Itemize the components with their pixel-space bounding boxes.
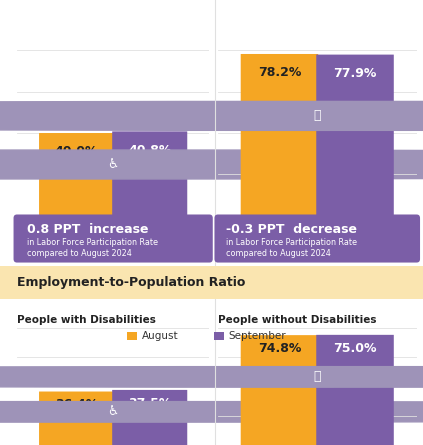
Text: Employment-to-Population Ratio: Employment-to-Population Ratio — [17, 276, 245, 289]
Text: 77.9%: 77.9% — [333, 67, 377, 80]
FancyBboxPatch shape — [0, 266, 423, 299]
Text: 75.0%: 75.0% — [333, 342, 377, 355]
Text: ⛹: ⛹ — [313, 109, 321, 122]
Text: 40.8%: 40.8% — [128, 144, 171, 157]
Text: ♿: ♿ — [107, 158, 119, 171]
FancyBboxPatch shape — [316, 335, 394, 445]
Circle shape — [0, 401, 423, 422]
Text: 74.8%: 74.8% — [258, 342, 301, 355]
FancyBboxPatch shape — [112, 131, 187, 216]
Text: People with Disabilities: People with Disabilities — [17, 315, 156, 324]
FancyBboxPatch shape — [39, 133, 114, 216]
Text: ♿: ♿ — [107, 405, 119, 418]
Text: 78.2%: 78.2% — [258, 66, 301, 79]
Text: August: August — [142, 331, 179, 341]
FancyBboxPatch shape — [241, 335, 318, 445]
Text: compared to August 2024: compared to August 2024 — [27, 249, 132, 258]
Text: September: September — [228, 331, 286, 341]
Text: 36.4%: 36.4% — [55, 398, 98, 411]
FancyBboxPatch shape — [112, 390, 187, 445]
Text: 40.0%: 40.0% — [55, 145, 98, 158]
FancyBboxPatch shape — [214, 332, 224, 340]
Text: -0.3 PPT  decrease: -0.3 PPT decrease — [226, 223, 357, 236]
FancyBboxPatch shape — [14, 214, 213, 263]
Circle shape — [0, 101, 423, 130]
FancyBboxPatch shape — [39, 392, 114, 445]
FancyBboxPatch shape — [241, 54, 318, 216]
Circle shape — [0, 150, 423, 179]
Text: People without Disabilities: People without Disabilities — [218, 315, 376, 324]
FancyBboxPatch shape — [127, 332, 137, 340]
Text: ⛹: ⛹ — [313, 370, 321, 384]
Text: compared to August 2024: compared to August 2024 — [226, 249, 331, 258]
Text: 0.8 PPT  increase: 0.8 PPT increase — [27, 223, 149, 236]
Text: in Labor Force Participation Rate: in Labor Force Participation Rate — [27, 238, 159, 247]
Text: 37.5%: 37.5% — [128, 396, 171, 410]
FancyBboxPatch shape — [316, 55, 394, 216]
FancyBboxPatch shape — [214, 214, 420, 263]
Text: in Labor Force Participation Rate: in Labor Force Participation Rate — [226, 238, 357, 247]
Circle shape — [0, 367, 423, 387]
